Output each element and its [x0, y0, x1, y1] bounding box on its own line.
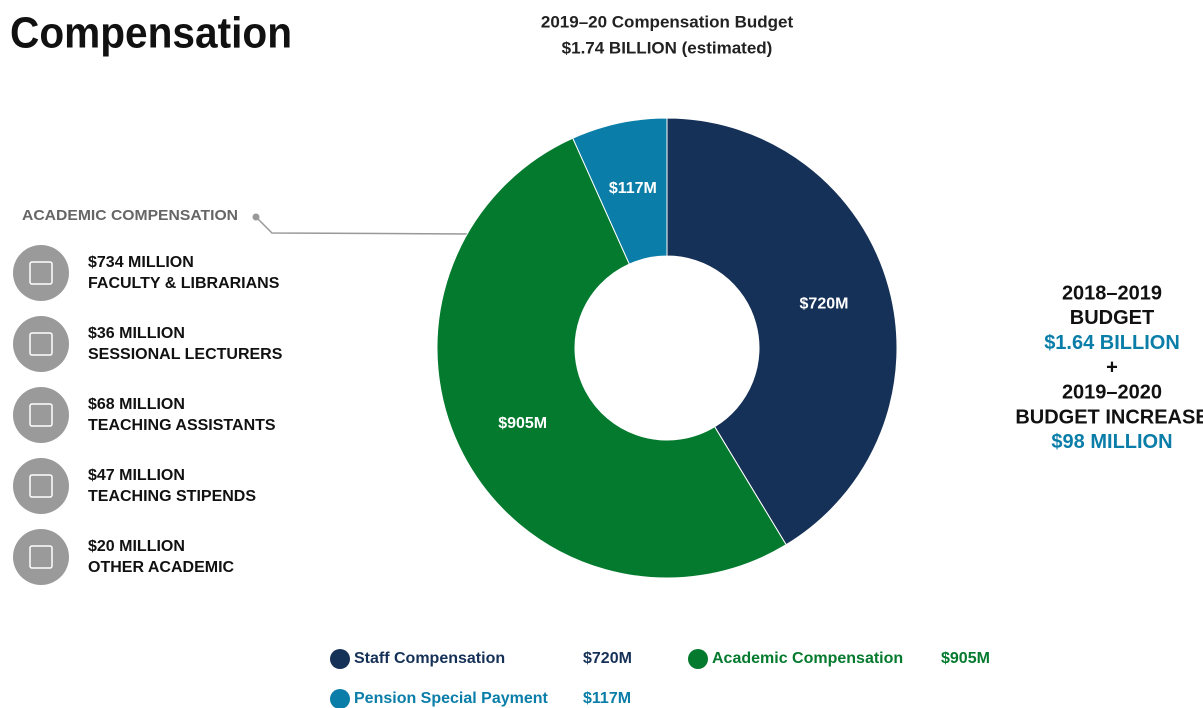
item-icon: [13, 245, 69, 301]
item-amount: $734 MILLION: [88, 254, 194, 271]
budget-line: BUDGET INCREASE: [1015, 406, 1203, 428]
item-icon-glyph: [29, 332, 53, 356]
item-amount: $20 MILLION: [88, 538, 185, 555]
legend-swatch: [330, 689, 350, 708]
item-label: OTHER ACADEMIC: [88, 559, 235, 576]
legend-label: Pension Special Payment: [354, 690, 549, 707]
legend-label: Staff Compensation: [354, 650, 505, 667]
item-amount: $47 MILLION: [88, 467, 185, 484]
item-amount: $68 MILLION: [88, 396, 185, 413]
academic-title: ACADEMIC COMPENSATION: [22, 207, 238, 224]
item-icon: [13, 529, 69, 585]
slice-label: $720M: [800, 295, 849, 312]
item-icon-glyph: [29, 403, 53, 427]
page-heading: Compensation: [10, 9, 292, 58]
budget-line: +: [1106, 357, 1118, 379]
donut-slice: [666, 117, 898, 546]
legend-value: $720M: [583, 650, 632, 667]
slice-label: $905M: [498, 415, 547, 432]
item-icon: [13, 458, 69, 514]
item-amount: $36 MILLION: [88, 325, 185, 342]
item-label: SESSIONAL LECTURERS: [88, 346, 283, 363]
item-label: TEACHING ASSISTANTS: [88, 417, 276, 434]
legend-swatch: [688, 649, 708, 669]
item-icon: [13, 387, 69, 443]
item-label: TEACHING STIPENDS: [88, 488, 256, 505]
chart-subtitle: $1.74 BILLION (estimated): [562, 38, 773, 57]
connector-line: [255, 216, 471, 235]
donut-slice: [436, 137, 787, 579]
legend-value: $905M: [941, 650, 990, 667]
chart-title: 2019–20 Compensation Budget: [541, 12, 794, 31]
legend-swatch: [330, 649, 350, 669]
budget-line: 2019–2020: [1062, 381, 1162, 403]
slice-label: $117M: [609, 180, 657, 197]
item-icon-glyph: [29, 261, 53, 285]
budget-line: 2018–2019: [1062, 282, 1162, 304]
budget-line: $1.64 BILLION: [1044, 332, 1180, 354]
item-label: FACULTY & LIBRARIANS: [88, 275, 280, 292]
budget-line: BUDGET: [1070, 307, 1154, 329]
donut-slice: [572, 117, 668, 265]
item-icon-glyph: [29, 474, 53, 498]
budget-line: $98 MILLION: [1051, 431, 1172, 453]
legend-value: $117M: [583, 690, 631, 707]
legend-label: Academic Compensation: [712, 650, 903, 667]
item-icon: [13, 316, 69, 372]
item-icon-glyph: [29, 545, 53, 569]
